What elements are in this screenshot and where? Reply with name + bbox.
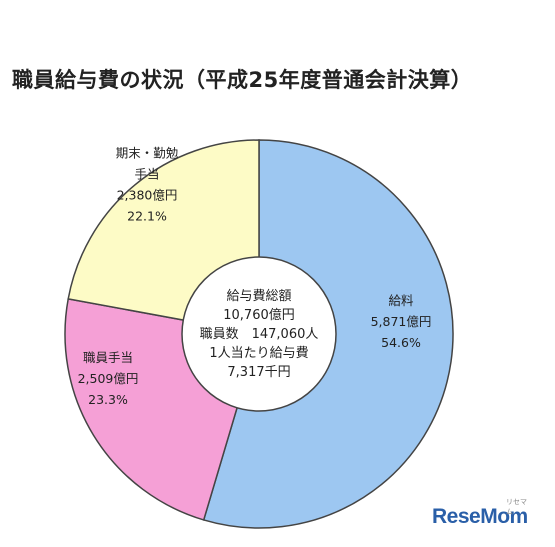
center-text-line: 職員数 147,060人 [200, 327, 319, 342]
slice-percent: 22.1% [127, 209, 167, 224]
donut-hole [181, 256, 337, 412]
slice-label: 期末・勤勉 [116, 146, 179, 161]
slice-percent: 23.3% [88, 392, 128, 407]
center-text-line: 7,317千円 [227, 365, 290, 380]
slice-label: 手当 [134, 167, 159, 182]
slice-amount: 2,509億円 [78, 371, 139, 386]
resemom-logo: ReseMom リセマム [432, 499, 528, 529]
center-text-line: 10,760億円 [223, 307, 295, 323]
slice-percent: 54.6% [381, 335, 421, 350]
logo-subtext: リセマム [506, 499, 527, 516]
chart-title: 職員給与費の状況（平成25年度普通会計決算） [12, 68, 473, 92]
slice-label: 給料 [388, 293, 414, 308]
slice-label: 職員手当 [83, 350, 133, 365]
center-text-line: 1人当たり給与費 [209, 346, 308, 361]
slice-amount: 5,871億円 [371, 314, 432, 329]
logo-text: ReseMom [432, 505, 528, 528]
center-text-line: 給与費総額 [226, 289, 291, 304]
slice-amount: 2,380億円 [117, 188, 178, 203]
